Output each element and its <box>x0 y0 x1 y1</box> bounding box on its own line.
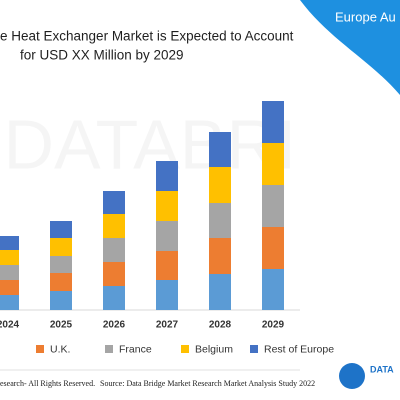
bar-segment <box>262 185 284 227</box>
bar-segment <box>0 250 19 265</box>
x-tick-label: 2024 <box>0 320 20 331</box>
x-tick-label: 2028 <box>209 320 232 331</box>
legend-label: U.K. <box>50 343 70 355</box>
bar-segment <box>50 238 72 256</box>
bar-segment <box>0 295 19 310</box>
legend-swatch <box>105 345 113 353</box>
bar-segment <box>50 273 72 291</box>
bar-segment <box>103 238 125 262</box>
legend-label: France <box>119 343 152 355</box>
bar-segment <box>209 167 231 203</box>
watermark: DATABRI <box>4 105 297 183</box>
bar-segment <box>209 274 231 310</box>
bar-segment <box>262 269 284 310</box>
bar-segment <box>103 214 125 238</box>
x-tick-label: 2029 <box>262 320 285 331</box>
bar-segment <box>50 291 72 310</box>
bar-segment <box>103 286 125 310</box>
legend-swatch <box>250 345 258 353</box>
legend: U.K. France Belgium Rest of Europe <box>36 343 334 355</box>
legend-label: Belgium <box>195 343 233 355</box>
legend-swatch <box>36 345 44 353</box>
bar-segment <box>262 227 284 269</box>
bar-segment <box>50 221 72 238</box>
bar-segment <box>262 143 284 185</box>
x-tick-label: 2027 <box>156 320 179 331</box>
chart-title: e Heat Exchanger Market is Expected to A… <box>0 29 294 44</box>
bar-segment <box>156 221 178 251</box>
legend-swatch <box>181 345 189 353</box>
bar-segment <box>0 236 19 250</box>
bar-segment <box>156 280 178 310</box>
bar-segment <box>0 265 19 280</box>
bar-segment <box>209 238 231 274</box>
legend-label: Rest of Europe <box>264 343 334 355</box>
bar-segment <box>209 132 231 167</box>
logo-icon <box>339 363 365 389</box>
bar-segment <box>156 161 178 191</box>
banner-text: Europe Au <box>335 9 396 24</box>
bar-segment <box>0 280 19 295</box>
footer-copyright: esearch- All Rights Reserved. <box>0 379 95 388</box>
bar-segment <box>156 251 178 280</box>
bar-segment <box>50 256 72 273</box>
banner-shape <box>300 0 400 95</box>
x-tick-label: 2025 <box>50 320 73 331</box>
bar-segment <box>209 203 231 238</box>
bar-segment <box>103 191 125 214</box>
bar-segment <box>103 262 125 286</box>
chart-title: for USD XX Million by 2029 <box>20 48 184 63</box>
bar-segment <box>262 101 284 143</box>
footer-source: Source: Data Bridge Market Research Mark… <box>100 379 315 388</box>
bar-segment <box>156 191 178 221</box>
logo-text: DATA <box>370 364 394 374</box>
x-tick-label: 2026 <box>103 320 126 331</box>
